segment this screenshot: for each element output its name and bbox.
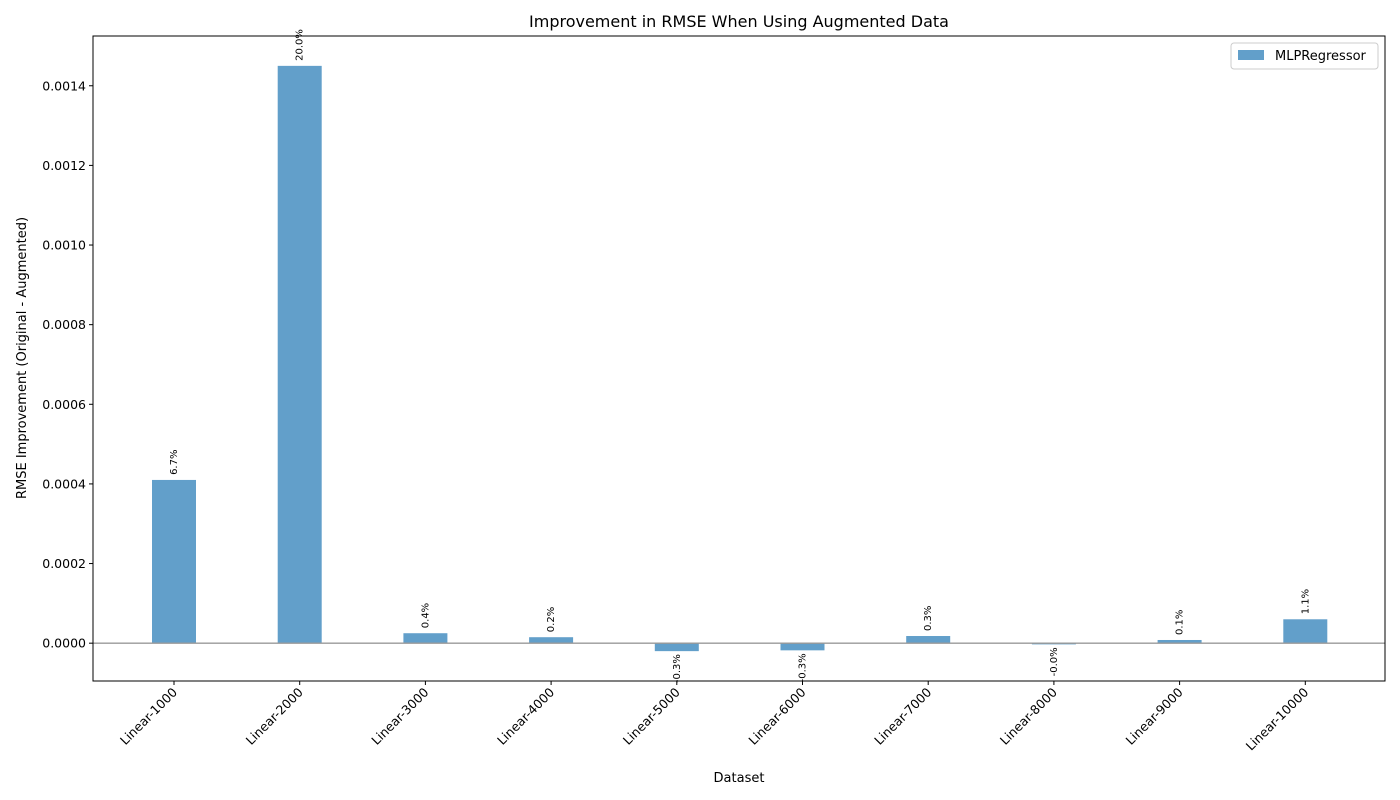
x-tick-label: Linear-8000 [997,684,1060,747]
x-axis-label: Dataset [714,771,765,786]
x-tick-label: Linear-1000 [117,684,180,747]
x-tick-label: Linear-6000 [745,684,808,747]
bar [654,643,699,652]
bar [529,637,574,644]
data-label: 20.0% [295,29,306,61]
y-tick-label: 0.0006 [42,397,86,412]
x-tick-label: Linear-4000 [494,684,557,747]
x-tick-label: Linear-2000 [243,684,306,747]
bar [1157,639,1202,644]
x-tick-label: Linear-3000 [368,684,431,747]
bar [403,633,448,644]
y-tick-label: 0.0012 [42,158,86,173]
data-label: -0.0% [1049,647,1060,676]
chart-title: Improvement in RMSE When Using Augmented… [529,12,949,31]
data-label: 1.1% [1300,589,1311,614]
data-label: -0.3% [798,653,809,682]
bar [1283,619,1328,644]
y-tick-label: 0.0004 [42,476,86,491]
data-label: 6.7% [169,450,180,475]
data-label: 0.1% [1175,610,1186,635]
y-axis-label: RMSE Improvement (Original - Augmented) [15,217,30,499]
data-label: -0.3% [672,654,683,683]
x-tick-label: Linear-9000 [1123,684,1186,747]
y-tick-label: 0.0014 [42,78,86,93]
bar [780,643,825,651]
bar [152,479,196,644]
x-tick-label: Linear-10000 [1243,684,1312,753]
legend-box [1230,42,1379,70]
y-tick-label: 0.0008 [42,317,86,332]
y-tick-label: 0.0002 [42,556,86,571]
axes-frame [92,35,1386,682]
bar [906,636,951,644]
legend: MLPRegressor [1230,42,1379,70]
x-tick-label: Linear-7000 [871,684,934,747]
data-label: 0.3% [923,606,934,631]
plot-area: 0.0000 0.0002 0.0004 0.0006 0.0008 0.0010 0.00… [42,29,1385,753]
data-label: 0.4% [420,603,431,628]
legend-swatch [1238,50,1264,60]
x-tick-label: Linear-5000 [620,684,683,747]
y-tick-label: 0.0010 [42,238,86,253]
y-tick-label: 0.0000 [42,636,86,651]
bar [277,65,322,644]
data-label: 0.2% [546,607,557,632]
legend-label: MLPRegressor [1275,49,1367,64]
